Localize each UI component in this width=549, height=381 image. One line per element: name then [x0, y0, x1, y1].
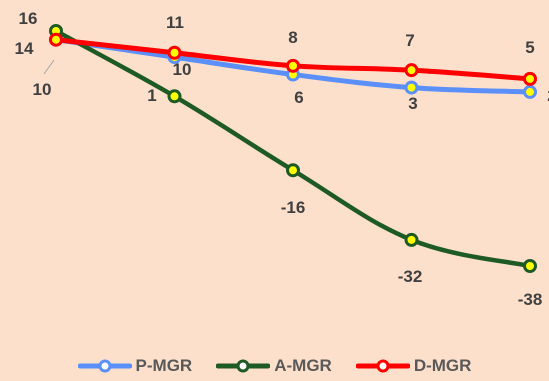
data-point-d-mgr-0[interactable]	[49, 32, 63, 47]
chart-legend: P-MGR A-MGR D-MGR	[0, 353, 549, 379]
data-point-p-mgr-4[interactable]	[523, 84, 537, 99]
data-point-d-mgr-1[interactable]	[167, 45, 182, 60]
data-label-a-mgr-1: 1	[147, 86, 156, 105]
legend-label-p-mgr: P-MGR	[135, 356, 193, 375]
data-label-p-mgr-0: 10	[33, 80, 52, 99]
data-label-p-mgr-3: 3	[408, 94, 417, 113]
data-label-d-mgr-2: 8	[288, 28, 297, 47]
legend-item-a-mgr[interactable]: A-MGR	[216, 356, 332, 376]
data-label-p-mgr-2: 6	[294, 88, 303, 107]
legend-label-d-mgr: D-MGR	[413, 356, 472, 375]
legend-item-p-mgr[interactable]: P-MGR	[77, 356, 193, 376]
data-point-d-mgr-3[interactable]	[404, 63, 419, 78]
data-label-d-mgr-1: 11	[166, 13, 184, 32]
data-point-d-mgr-2[interactable]	[286, 58, 300, 73]
data-label-a-mgr-0: 16	[19, 9, 38, 28]
legend-label-a-mgr: A-MGR	[274, 356, 332, 375]
data-label-a-mgr-4: -38	[518, 290, 543, 309]
data-label-p-mgr-4: 2	[547, 86, 549, 105]
legend-swatch-p-mgr	[77, 359, 132, 373]
data-label-p-mgr-1: 10	[173, 60, 192, 79]
legend-swatch-d-mgr	[355, 359, 410, 373]
data-label-d-mgr-4: 5	[525, 38, 534, 57]
data-label-a-mgr-3: -32	[398, 267, 423, 286]
data-point-a-mgr-1[interactable]	[167, 89, 182, 104]
label-leader-line	[43, 59, 55, 75]
legend-item-d-mgr[interactable]: D-MGR	[355, 356, 472, 376]
legend-swatch-a-mgr	[216, 359, 271, 373]
data-point-a-mgr-3[interactable]	[404, 232, 419, 247]
data-point-p-mgr-3[interactable]	[404, 80, 419, 95]
data-label-a-mgr-2: -16	[281, 198, 306, 217]
data-point-a-mgr-4[interactable]	[523, 259, 537, 273]
data-label-d-mgr-0: 14	[15, 39, 34, 58]
data-point-a-mgr-2[interactable]	[286, 163, 300, 178]
data-label-d-mgr-3: 7	[405, 31, 414, 50]
data-point-d-mgr-4[interactable]	[523, 71, 537, 86]
